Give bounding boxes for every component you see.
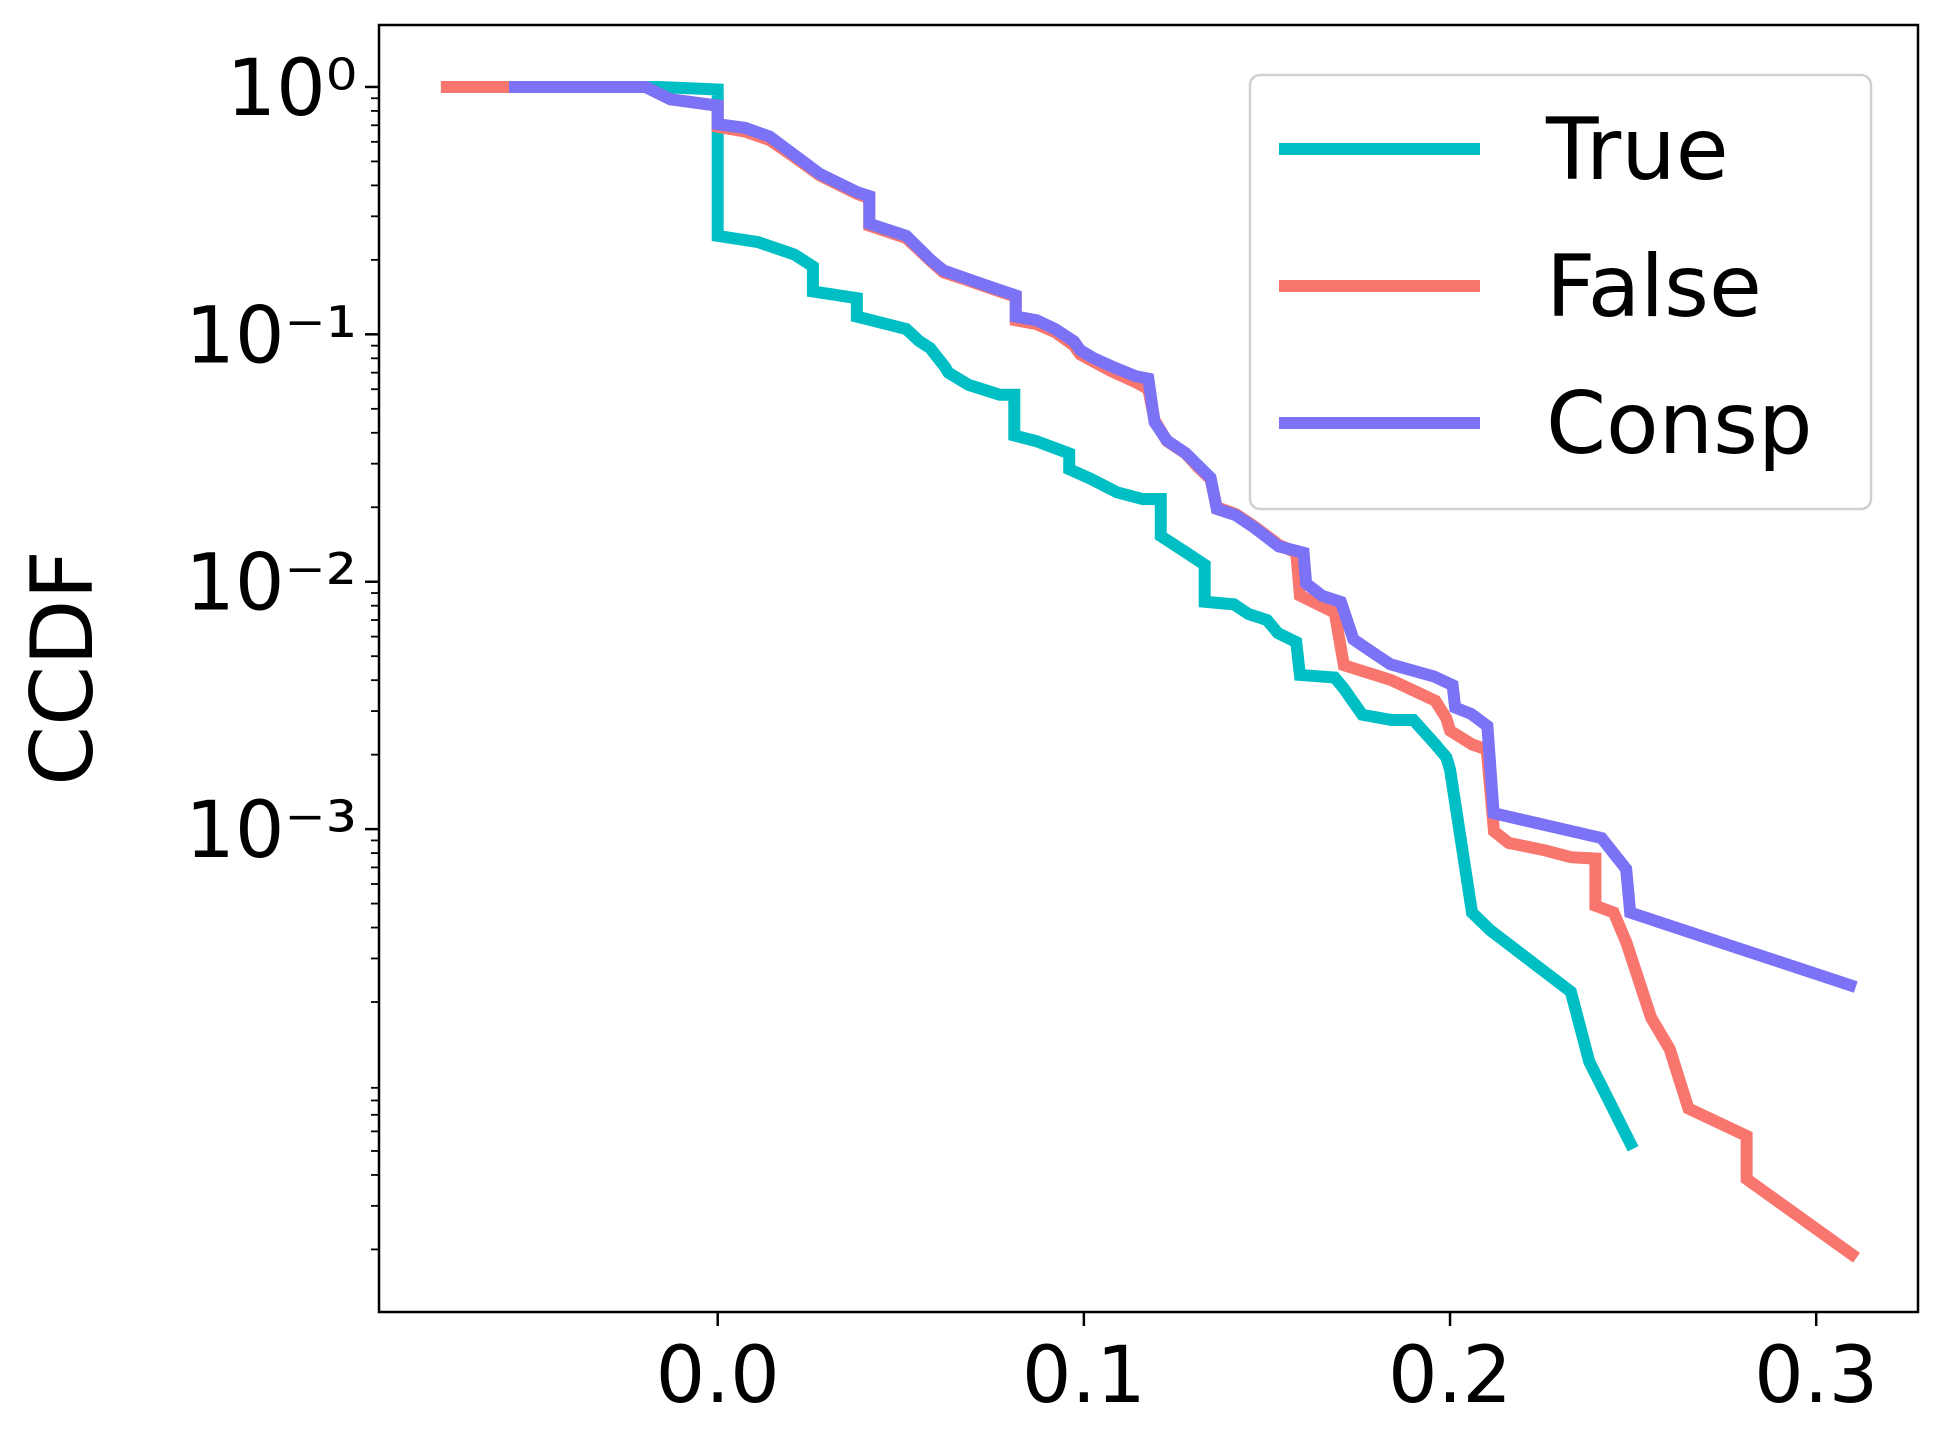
plot-frame <box>377 23 1920 1314</box>
series-line <box>508 80 1858 993</box>
y-axis-label: CCDF <box>13 550 113 786</box>
y-tick-label: 10⁻³ <box>185 786 357 876</box>
y-tick-label: 10⁻¹ <box>185 291 357 381</box>
legend-label: False <box>1546 237 1762 337</box>
y-tick-label: 10⁰ <box>226 44 357 134</box>
legend-label: Consp <box>1546 374 1813 474</box>
x-tick-label: 0.3 <box>1754 1331 1878 1421</box>
series-line <box>508 80 1639 1152</box>
plot-area <box>440 80 1860 1263</box>
legend-frame <box>1248 73 1873 511</box>
x-tick-label: 0.2 <box>1388 1331 1512 1421</box>
legend-label: True <box>1545 100 1729 200</box>
y-tick-label: 10⁻² <box>185 539 357 629</box>
x-tick-label: 0.0 <box>656 1331 780 1421</box>
legend: True False Consp <box>1248 73 1873 511</box>
x-tick-label: 0.1 <box>1022 1331 1146 1421</box>
